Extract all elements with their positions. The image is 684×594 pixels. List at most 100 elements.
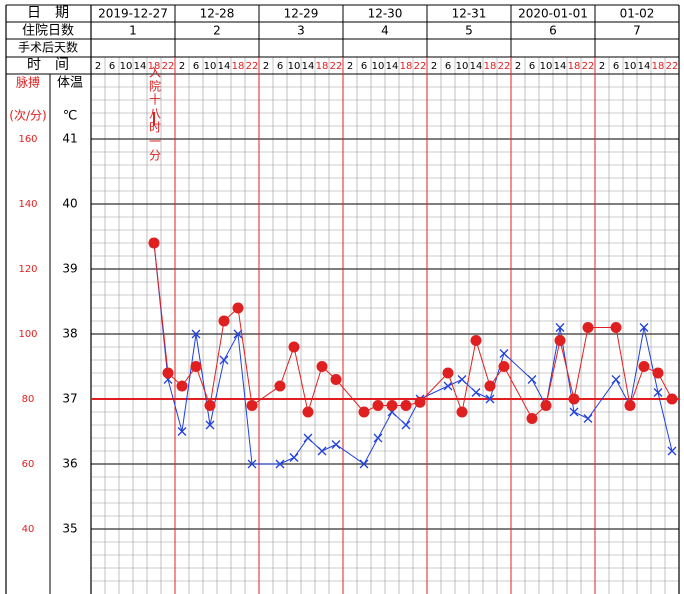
date: 12-31 [452, 7, 487, 21]
temp-mark [499, 349, 509, 358]
temp-mark [331, 440, 341, 449]
pulse-dot [526, 413, 538, 424]
time: 14 [386, 61, 399, 72]
time: 18 [652, 61, 665, 72]
time: 14 [302, 61, 315, 72]
date: 2020-01-01 [518, 7, 588, 21]
temp-tick-label: 38 [62, 327, 77, 341]
temp-mark [373, 433, 383, 443]
pulse-dot [358, 406, 370, 418]
pulse-dot [246, 400, 258, 411]
time: 18 [148, 61, 161, 72]
time: 14 [638, 61, 651, 72]
date: 12-28 [200, 7, 235, 21]
time: 14 [470, 61, 483, 72]
time: 2 [95, 61, 101, 72]
time: 2 [599, 61, 605, 72]
date: 12-29 [284, 7, 319, 21]
pulse-tick-label: 140 [18, 199, 37, 210]
time: 6 [361, 61, 367, 72]
pulse-dot [610, 322, 622, 333]
pulse-dot [484, 380, 496, 392]
time: 22 [162, 61, 175, 72]
temp-tick-label: 39 [62, 262, 77, 276]
temp-mark [611, 375, 621, 384]
pulse-dot [274, 380, 286, 392]
time-label: 时 间 [27, 57, 69, 73]
pulse-tick-label: 100 [18, 329, 37, 340]
stay-label: 住院日数 [22, 24, 74, 39]
time: 10 [456, 61, 469, 72]
stay-day: 4 [381, 24, 389, 38]
pulse-dot [176, 380, 188, 392]
temp-mark [303, 433, 313, 443]
temp-mark [667, 446, 677, 456]
annotation: 入院 [148, 66, 162, 94]
temp-mark [275, 459, 285, 469]
temp-mark [639, 323, 649, 332]
time: 10 [372, 61, 385, 72]
pulse-dot [302, 406, 314, 418]
temp-mark [443, 381, 453, 391]
temp-mark [289, 453, 299, 462]
pulse-tick-label: 120 [18, 264, 37, 275]
pulse-dot [204, 400, 216, 411]
time: 10 [540, 61, 553, 72]
pulse-dot [372, 400, 384, 411]
temp-mark [569, 407, 579, 417]
time: 6 [613, 61, 619, 72]
date: 12-30 [368, 7, 403, 21]
stay-day: 3 [297, 24, 305, 38]
time: 22 [498, 61, 511, 72]
time: 14 [134, 61, 147, 72]
stay-day: 2 [213, 24, 221, 38]
stay-day: 5 [465, 24, 473, 38]
pulse-dot [470, 335, 482, 346]
time: 10 [204, 61, 217, 72]
temp-mark [457, 375, 467, 384]
time: 2 [347, 61, 353, 72]
time: 2 [179, 61, 185, 72]
pulse-dot [148, 237, 160, 249]
pulse-dot [162, 367, 174, 379]
pulse-dot [666, 393, 678, 405]
pulse-dot [232, 302, 244, 314]
time: 18 [316, 61, 329, 72]
pulse-dot [414, 396, 426, 408]
time: 2 [263, 61, 269, 72]
temp-mark [359, 459, 369, 469]
pulse-dot [400, 400, 412, 411]
pulse-dot [582, 322, 594, 333]
time: 22 [666, 61, 679, 72]
pulse-dot [652, 367, 664, 379]
pulse-tick-label: 160 [18, 134, 37, 145]
time: 22 [582, 61, 595, 72]
pulse-dot [190, 361, 202, 372]
stay-day: 6 [549, 24, 557, 38]
annotation: 十八时一分 [148, 93, 162, 163]
temp-mark [555, 323, 565, 332]
temp-mark [485, 394, 495, 404]
time: 10 [288, 61, 301, 72]
temp-mark [471, 388, 481, 397]
temp-mark [583, 414, 593, 423]
temp-mark [527, 375, 537, 384]
temp-label: 体温 [57, 76, 83, 91]
time: 18 [484, 61, 497, 72]
time: 6 [193, 61, 199, 72]
pulse-dot [288, 341, 300, 353]
pulse-dot [386, 400, 398, 411]
pulse-tick-label: 80 [22, 394, 35, 405]
temp-mark [247, 459, 257, 469]
temp-mark [317, 446, 327, 456]
time: 2 [515, 61, 521, 72]
temp-tick-label: 40 [62, 197, 77, 211]
temp-tick-label: 36 [62, 457, 77, 471]
time: 2 [431, 61, 437, 72]
temp-unit: ℃ [63, 109, 78, 124]
pulse-dot [554, 335, 566, 346]
stay-day: 1 [129, 24, 137, 38]
time: 14 [218, 61, 231, 72]
temp-tick-label: 35 [62, 522, 77, 536]
